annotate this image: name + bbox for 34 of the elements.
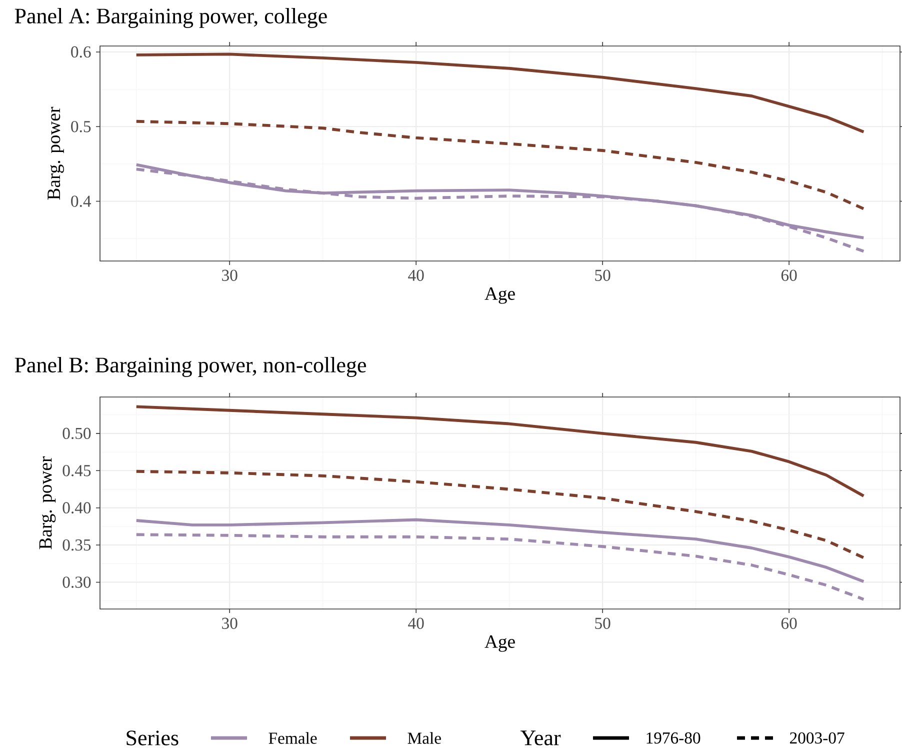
legend-label: Male [408,732,441,744]
x-tick-label: 40 [408,618,424,629]
text: 1976-80 [646,732,700,744]
y-tick-label: 0.35 [62,539,91,551]
chart-title: Panel A: Bargaining power, college [14,8,327,28]
y-axis-title: Barg. power [39,456,56,550]
y-tick-label: 0.45 [62,464,91,476]
y-tick-label: 0.40 [62,502,91,514]
line-series [134,470,866,560]
line-series [134,405,866,498]
line-series [134,533,866,601]
chart-title: Panel B: Bargaining power, non-college [14,356,366,378]
x-tick-label: 50 [595,270,610,281]
y-tick-label: 0.6 [71,46,91,58]
line-series [134,120,866,210]
x-tick-label: 50 [595,618,610,629]
x-axis-title: Age [484,635,515,652]
legend-title: Series [126,730,178,746]
x-tick-label: 30 [222,270,238,281]
x-tick-label: 60 [781,270,797,281]
y-tick-label: 0.30 [62,576,91,588]
line-series [134,518,866,583]
text: Year [520,730,561,746]
line-series [134,52,866,134]
y-tick-label: 0.4 [71,196,92,207]
y-tick-label: 0.5 [71,120,91,132]
y-tick-label: 0.50 [62,428,91,440]
x-tick-label: 40 [408,270,424,281]
y-axis-title: Barg. power [48,106,64,200]
x-axis-title: Age [484,287,515,304]
legend-label: Female [268,732,317,744]
text: 2003-07 [790,732,844,744]
x-tick-label: 60 [781,618,797,629]
x-tick-label: 30 [222,618,238,629]
